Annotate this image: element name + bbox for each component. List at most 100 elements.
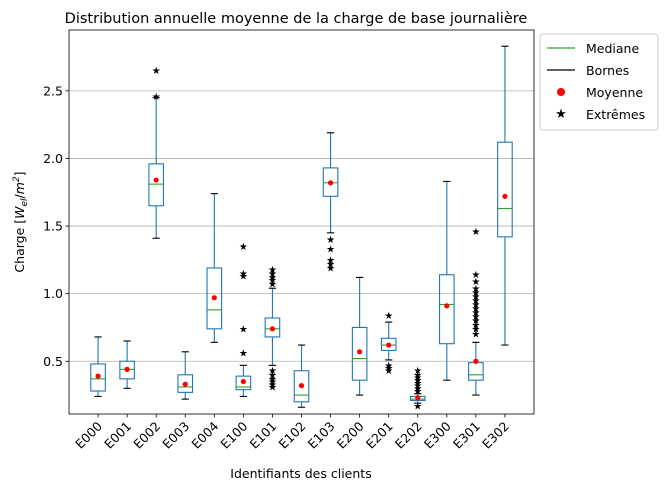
extreme-marker: ★ [239,349,248,360]
box-E002: ★★ [148,66,165,239]
plot-area: ★★★★★★★★★★★★★★★★★★ ★★★★★★★★★★★★★★★★★★★★★★… [90,45,513,412]
box-iqr [235,375,252,391]
mean-marker [386,342,392,348]
extreme-marker: ★ [268,382,277,393]
x-axis-label: Identifiants des clients [230,466,371,481]
extreme-marker: ★ [471,324,480,335]
box-iqr [90,363,106,392]
legend-item-mean: Moyenne [557,85,643,100]
legend-median-label: Mediane [586,41,639,56]
y-label-sup: 2 [12,176,22,182]
extreme-marker: ★ [413,373,422,384]
legend-item-bounds: Bornes [547,63,629,78]
extreme-marker: ★ [384,361,393,372]
extreme-marker: ★ [152,66,161,77]
extreme-marker: ★ [268,265,277,276]
y-label-unit: m [12,182,27,194]
y-axis-label: Charge [Wel/m2] [12,171,30,272]
y-label-prefix: Charge [ [12,219,27,273]
extreme-marker: ★ [326,263,335,274]
legend-item-extremes: ★ Extrêmes [555,107,645,122]
y-tick-label: 1.0 [43,286,63,301]
box-iqr [206,267,223,330]
extreme-marker: ★ [471,330,480,341]
extreme-marker: ★ [268,280,277,291]
mean-marker [240,378,246,385]
extreme-marker: ★ [471,288,480,299]
box-iqr [264,317,281,338]
extreme-marker: ★ [268,273,277,284]
legend-item-median: Mediane [547,41,639,56]
extreme-marker: ★ [471,227,480,238]
box-E302 [497,45,513,346]
box-E100: ★★★★★ [235,242,252,397]
mean-marker [327,180,334,186]
box-iqr [380,337,397,352]
extreme-marker: ★ [471,277,480,288]
extreme-marker: ★ [413,381,422,392]
mean-marker [211,295,217,301]
extreme-marker: ★ [152,92,161,103]
box-iqr [119,360,135,380]
mean-marker [415,395,421,401]
extreme-marker: ★ [471,320,480,331]
box-E200 [351,276,368,396]
extreme-marker: ★ [413,387,422,398]
box-E301: ★★★★★★★★★★★★★★★ [468,227,484,396]
box-E202: ★★★★★★★★★ [409,366,426,412]
extreme-marker: ★ [384,364,393,375]
box-iqr [438,274,455,345]
mean-marker [444,303,450,309]
box-E101: ★★★★★★★★★★★ [264,265,281,393]
y-label-suffix: ] [12,171,27,176]
mean-marker [153,177,159,183]
mean-marker [182,381,188,387]
box-E003 [177,351,194,400]
extreme-marker: ★ [471,284,480,295]
box-E201: ★★★★ [380,311,397,377]
box-iqr [148,163,165,207]
extreme-marker: ★ [384,366,393,377]
mean-marker [298,383,305,389]
y-tick-label: 1.5 [43,219,63,234]
box-E300 [438,180,455,381]
legend: Mediane Bornes Moyenne ★ Extrêmes [539,33,659,131]
extreme-marker: ★ [471,296,480,307]
extreme-marker: ★ [471,304,480,315]
extreme-marker: ★ [471,312,480,323]
extreme-marker: ★ [268,269,277,280]
box-E001 [119,340,135,389]
y-label-sub: el [20,198,30,207]
mean-marker [473,358,479,364]
mean-marker [124,366,130,372]
extreme-marker: ★ [326,235,335,246]
extreme-marker: ★ [471,316,480,327]
extreme-marker: ★ [471,300,480,311]
gridlines [69,90,534,362]
box-E103: ★★★★★ [322,132,339,274]
legend-bounds-label: Bornes [586,63,629,78]
y-label-var: W [12,206,27,219]
extreme-marker: ★ [239,242,248,253]
box-iqr [351,326,368,381]
y-axis: 0.5 1.0 1.5 2.0 2.5 [43,83,69,369]
extreme-marker: ★ [471,270,480,281]
box-iqr [322,167,339,197]
box-E102 [293,344,310,408]
extreme-marker: ★ [471,292,480,303]
extreme-marker: ★ [413,401,422,412]
legend-frame [539,33,659,131]
box-E000 [90,336,106,397]
extreme-marker: ★ [413,366,422,377]
extreme-marker: ★ [268,377,277,388]
box-iqr [497,141,513,238]
mean-marker [502,193,508,199]
box-iqr [177,374,194,393]
extreme-marker: ★ [326,259,335,270]
box-iqr [293,370,310,403]
extreme-marker: ★ [239,269,248,280]
y-tick-label: 2.5 [43,83,63,98]
y-tick-label: 2.0 [43,151,63,166]
y-tick-label: 0.5 [43,354,63,369]
